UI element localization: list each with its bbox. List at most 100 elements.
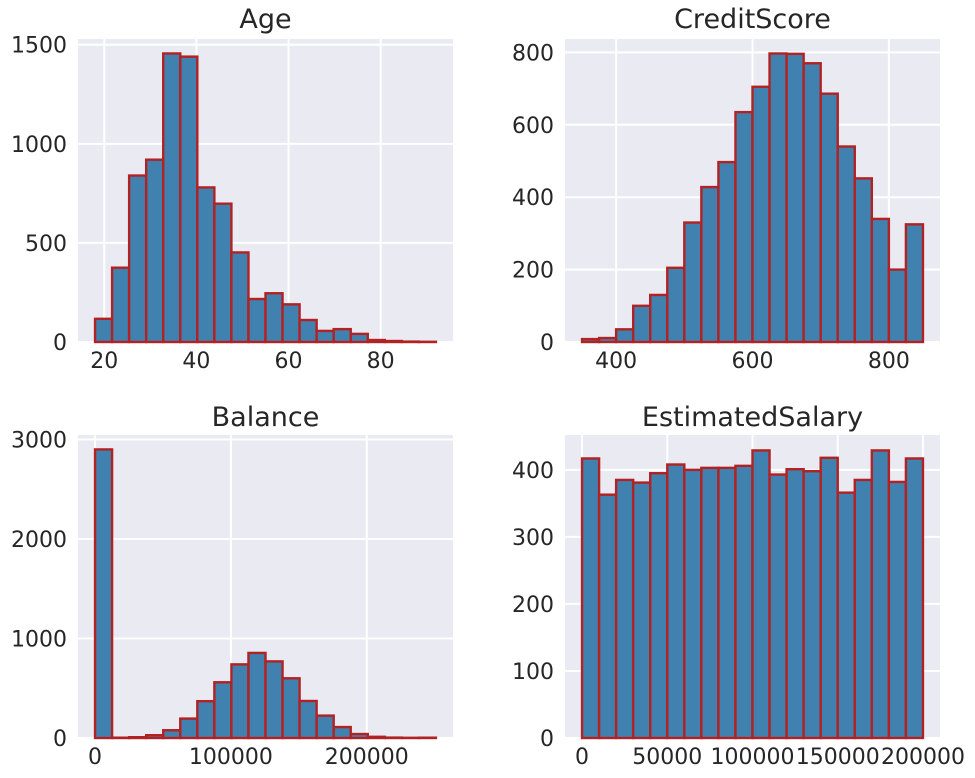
histogram-bar [870,217,891,344]
x-tick-label: 150000 [796,745,880,770]
histogram-bar [127,174,148,344]
histogram-bar [785,467,805,740]
x-tick-label: 50000 [632,745,702,770]
histogram-bar [904,457,925,740]
histogram-bar [751,449,771,740]
histogram-bar [853,177,874,344]
histogram-age: 0 500 1000 1500 20 40 60 80 [11,34,453,374]
y-tick-label: 1000 [11,627,67,652]
x-tick-label: 800 [868,349,910,374]
histogram-bar [162,729,182,740]
histogram-bar [230,663,250,740]
histogram-bar [196,699,216,740]
y-tick-label: 500 [25,232,67,257]
histogram-bar [717,466,737,740]
histogram-bar [666,266,686,344]
histogram-bar [213,681,233,740]
histogram-bar [768,52,788,344]
histogram-bar [836,491,856,740]
histogram-bar [597,493,618,740]
histogram-bar [162,52,182,344]
histogram-bar [819,92,839,344]
histogram-bar [179,55,199,344]
x-tick-label: 80 [367,349,395,374]
y-tick-label: 100 [512,660,554,685]
histogram-bar [700,466,720,740]
histogram-bar [802,62,822,344]
histogram-bar [213,202,233,344]
histogram-bar [93,448,114,740]
histogram-bar [383,339,404,344]
histogram-bar [631,304,652,344]
histogram-bar [230,251,250,344]
histogram-bar [366,338,387,344]
histogram-bar [298,699,318,740]
histogram-bar [887,480,908,740]
histogram-estimatedsalary: 0 100 200 300 400 0 50000 100000 150000 200000 [512,435,965,770]
histogram-bar [802,469,822,740]
histogram-bar [683,468,703,740]
y-tick-label: 0 [53,727,67,752]
y-tick-label: 800 [512,41,554,66]
subplot-balance: Balance 0 1000 2000 3000 0 100000 200000 [0,389,487,778]
x-tick-label: 100000 [711,745,795,770]
y-tick-label: 400 [512,459,554,484]
x-tick-label: 400 [595,349,637,374]
y-tick-label: 1000 [11,133,67,158]
histogram-bar [768,473,788,740]
y-tick-label: 400 [512,186,554,211]
histogram-bar [247,297,267,344]
y-tick-label: 3000 [11,428,67,453]
y-tick-label: 600 [512,114,554,139]
y-tick-label: 300 [512,526,554,551]
histogram-balance: 0 1000 2000 3000 0 100000 200000 [11,428,453,770]
x-tick-label: 600 [732,349,774,374]
histogram-bar [870,449,891,740]
y-tick-label: 0 [540,331,554,356]
x-tick-label: 0 [575,745,589,770]
histogram-bar [110,266,131,344]
histogram-bar [751,85,771,344]
histogram-bar [349,732,369,740]
histogram-bar [836,145,856,344]
subplot-creditscore: CreditScore 0 200 400 600 800 400 600 800 [487,0,974,389]
x-tick-label: 0 [88,745,102,770]
y-tick-label: 200 [512,259,554,284]
y-tick-label: 2000 [11,528,67,553]
histogram-bar [196,186,216,344]
chart-title-creditscore: CreditScore [674,4,831,35]
histogram-bar [179,717,199,740]
histogram-bar [349,332,369,344]
histogram-bar [819,456,839,740]
histogram-bar [597,336,618,344]
y-tick-label: 0 [540,727,554,752]
histogram-bar [144,734,165,740]
histogram-bar [332,725,352,740]
histogram-bar [580,337,601,344]
histogram-bar [332,327,352,344]
subplot-age: Age 0 500 1000 1500 20 40 60 80 [0,0,487,389]
histogram-bar [315,714,335,740]
histogram-bar [904,223,925,344]
x-tick-label: 40 [182,349,210,374]
histogram-bar [785,52,805,344]
histogram-bar [853,478,874,740]
histogram-bar [631,481,652,740]
histogram-bar [683,221,703,344]
y-tick-label: 200 [512,593,554,618]
y-tick-label: 1500 [11,34,67,59]
x-tick-label: 200000 [881,745,965,770]
histogram-bar [614,478,635,740]
x-tick-label: 60 [275,349,303,374]
histogram-bar [264,292,284,344]
x-tick-label: 200000 [325,745,409,770]
histogram-bar [315,329,335,344]
histogram-bar [144,158,165,344]
histogram-bar [700,185,720,344]
histogram-bar [281,677,301,740]
x-tick-label: 100000 [189,745,273,770]
chart-title-estimatedsalary: EstimatedSalary [641,402,864,433]
chart-title-balance: Balance [211,402,320,433]
histogram-bar [887,268,908,344]
